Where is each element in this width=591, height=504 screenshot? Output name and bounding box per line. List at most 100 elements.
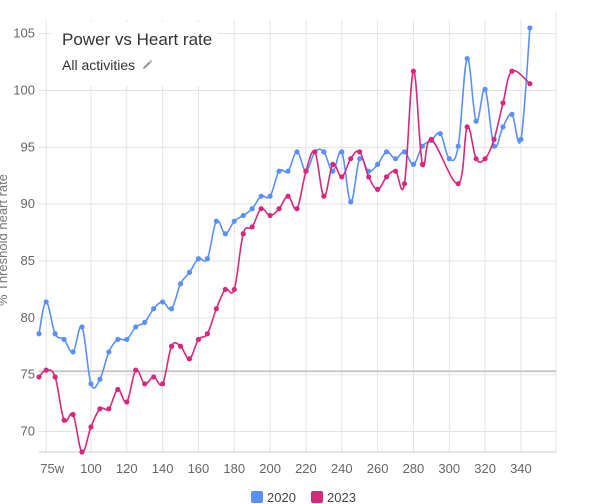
data-point[interactable] [446, 156, 452, 162]
data-point[interactable] [106, 406, 112, 412]
data-point[interactable] [294, 149, 300, 155]
data-point[interactable] [357, 156, 363, 162]
data-point[interactable] [383, 174, 390, 180]
data-point[interactable] [222, 286, 228, 293]
data-point[interactable] [392, 168, 399, 174]
data-point[interactable] [124, 399, 130, 405]
data-point[interactable] [509, 111, 515, 117]
legend-item-2023[interactable]: 2023 [311, 490, 356, 504]
data-point[interactable] [177, 281, 184, 287]
data-point[interactable] [491, 136, 497, 142]
data-point[interactable] [437, 131, 443, 137]
data-point[interactable] [142, 319, 148, 325]
data-point[interactable] [36, 331, 42, 337]
data-point[interactable] [455, 181, 461, 187]
data-point[interactable] [518, 136, 524, 142]
data-point[interactable] [97, 376, 103, 382]
data-point[interactable] [177, 343, 184, 349]
data-point[interactable] [285, 193, 291, 199]
data-point[interactable] [374, 161, 381, 167]
data-point[interactable] [36, 374, 42, 380]
data-point[interactable] [151, 374, 157, 380]
data-point[interactable] [88, 381, 94, 387]
data-point[interactable] [419, 161, 425, 167]
data-point[interactable] [213, 306, 219, 312]
data-point[interactable] [267, 193, 273, 199]
data-point[interactable] [321, 149, 327, 155]
pencil-icon[interactable] [141, 59, 153, 71]
legend-item-2020[interactable]: 2020 [251, 490, 296, 504]
activity-filter[interactable]: All activities [62, 57, 153, 73]
data-point[interactable] [142, 381, 148, 387]
data-point[interactable] [285, 168, 291, 174]
data-point[interactable] [303, 168, 309, 174]
data-point[interactable] [79, 324, 85, 330]
data-point[interactable] [348, 199, 354, 205]
data-point[interactable] [258, 206, 264, 212]
data-point[interactable] [204, 331, 211, 337]
data-point[interactable] [204, 256, 211, 262]
data-point[interactable] [168, 343, 175, 349]
data-point[interactable] [294, 206, 300, 212]
data-point[interactable] [330, 161, 336, 167]
data-point[interactable] [186, 269, 193, 275]
data-point[interactable] [61, 417, 67, 423]
data-point[interactable] [160, 381, 166, 387]
data-point[interactable] [473, 118, 479, 124]
data-point[interactable] [312, 149, 318, 155]
data-point[interactable] [195, 336, 202, 343]
data-point[interactable] [401, 181, 408, 187]
data-point[interactable] [79, 449, 85, 455]
data-point[interactable] [70, 349, 76, 355]
data-point[interactable] [160, 299, 166, 305]
data-point[interactable] [401, 149, 408, 155]
data-point[interactable] [97, 406, 103, 412]
data-point[interactable] [482, 156, 488, 162]
data-point[interactable] [410, 68, 417, 74]
data-point[interactable] [52, 331, 58, 337]
data-point[interactable] [500, 124, 506, 130]
data-point[interactable] [151, 306, 157, 312]
data-point[interactable] [267, 212, 273, 219]
data-point[interactable] [240, 231, 246, 237]
data-point[interactable] [195, 256, 202, 262]
data-point[interactable] [464, 124, 470, 130]
data-point[interactable] [276, 206, 282, 212]
data-point[interactable] [500, 100, 506, 106]
data-point[interactable] [482, 86, 488, 92]
legend[interactable]: 2020 2023 [251, 490, 356, 504]
data-point[interactable] [249, 206, 255, 212]
data-point[interactable] [43, 299, 49, 305]
data-point[interactable] [357, 149, 363, 155]
data-point[interactable] [428, 136, 434, 142]
data-point[interactable] [392, 156, 399, 162]
data-point[interactable] [374, 186, 381, 192]
data-point[interactable] [133, 324, 139, 330]
data-point[interactable] [339, 174, 345, 180]
data-point[interactable] [186, 356, 193, 362]
data-point[interactable] [115, 336, 121, 343]
data-point[interactable] [321, 193, 327, 199]
data-point[interactable] [106, 349, 112, 355]
data-point[interactable] [249, 224, 255, 230]
data-point[interactable] [168, 306, 175, 312]
data-point[interactable] [240, 212, 246, 219]
data-point[interactable] [133, 367, 139, 373]
data-point[interactable] [61, 336, 67, 343]
data-point[interactable] [348, 156, 354, 162]
data-point[interactable] [339, 149, 345, 155]
data-point[interactable] [383, 149, 390, 155]
data-point[interactable] [88, 424, 94, 430]
data-point[interactable] [115, 386, 121, 393]
data-point[interactable] [213, 218, 219, 224]
data-point[interactable] [473, 156, 479, 162]
data-point[interactable] [124, 336, 130, 343]
data-point[interactable] [222, 231, 228, 237]
data-point[interactable] [52, 374, 58, 380]
data-point[interactable] [366, 174, 372, 180]
data-point[interactable] [464, 56, 470, 62]
data-point[interactable] [231, 218, 237, 224]
data-point[interactable] [231, 286, 237, 293]
data-point[interactable] [527, 25, 533, 31]
data-point[interactable] [509, 68, 515, 74]
